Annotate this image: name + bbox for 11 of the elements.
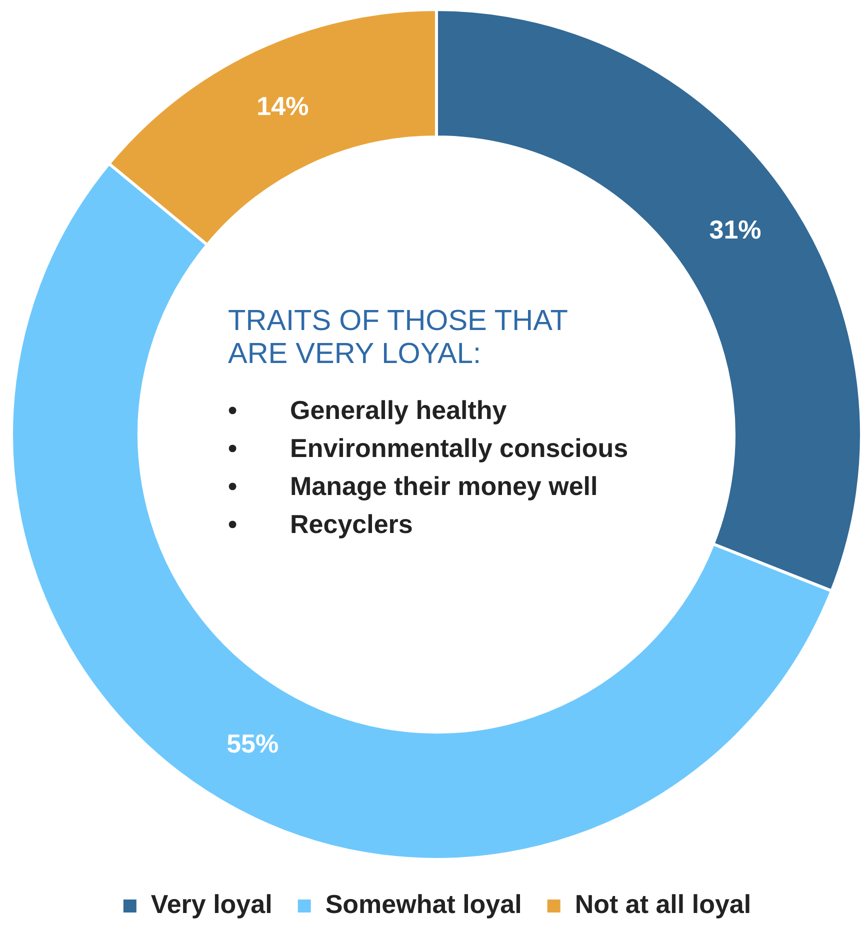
data-label: 31%	[709, 214, 762, 245]
text: TRAITS OF THOSE THAT ARE VERY LOYAL:	[228, 305, 568, 371]
text: • Generally healthy	[228, 394, 508, 427]
legend-label: Very loyal	[150, 889, 272, 920]
legend-label: Somewhat loyal	[325, 889, 522, 920]
text: • Manage their money well	[228, 470, 599, 503]
text: • Recyclers	[228, 508, 414, 541]
text: • Environmentally conscious	[228, 432, 630, 465]
data-label: 55%	[226, 728, 279, 759]
legend-label: Not at all loyal	[574, 889, 752, 920]
data-label: 14%	[256, 90, 309, 121]
